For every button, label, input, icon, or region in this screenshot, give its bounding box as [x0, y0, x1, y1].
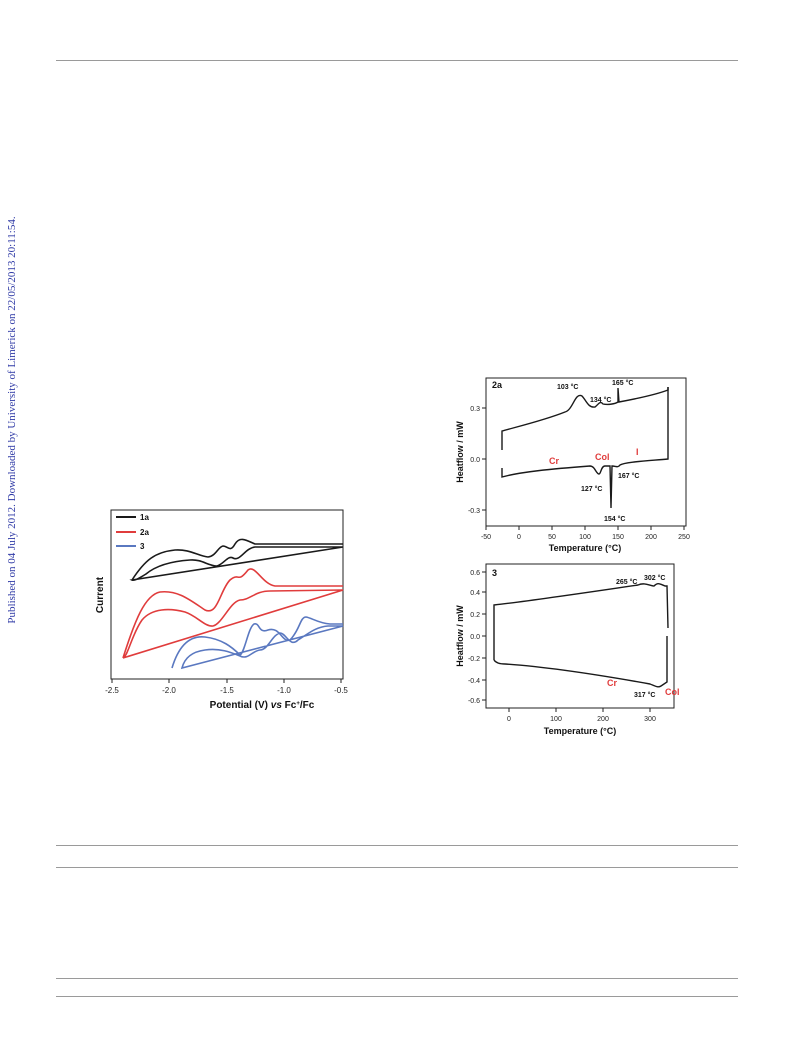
- dsc-2a-x-tick-label: 50: [548, 534, 556, 541]
- dsc-2a-heating-trace: [501, 387, 669, 450]
- cv-chart: -2.5 -2.0 -1.5 -1.0 -0.5 Potential (V) v…: [95, 509, 348, 711]
- dsc-2a-x-tick-label: 0: [517, 534, 521, 541]
- dsc-2a-annotation: 165 °C: [612, 379, 633, 387]
- dsc-3-y-axis-title: Heatflow / mW: [455, 605, 465, 667]
- footer-rule-1: [56, 845, 738, 846]
- dsc-2a-annotation: 167 °C: [618, 472, 639, 480]
- dsc-2a-y-tick-label: -0.3: [468, 508, 480, 515]
- footer-rule-3: [56, 978, 738, 979]
- dsc-2a-x-tick-label: 150: [612, 534, 624, 541]
- dsc-3-x-tick-label: 300: [644, 716, 656, 723]
- dsc-2a-x-tick-label: 250: [678, 534, 690, 541]
- cv-curve-2a: [122, 568, 344, 659]
- cv-curve-3: [171, 616, 344, 670]
- dsc-2a-x-tick-label: 200: [645, 534, 657, 541]
- dsc-3-plot-frame: [485, 563, 675, 709]
- dsc-3-annotation: 302 °C: [644, 574, 665, 582]
- cv-y-axis-title: Current: [95, 576, 106, 613]
- dsc-2a-annotation: 103 °C: [557, 383, 578, 391]
- dsc-2a-x-tick-label: -50: [481, 534, 491, 541]
- dsc-3-y-tick-label: -0.2: [468, 656, 480, 663]
- cv-x-axis-title: Potential (V) vs Fc+/Fc: [210, 700, 315, 711]
- dsc-2a-annotation: 154 °C: [604, 515, 625, 523]
- dsc-3-annotation: 317 °C: [634, 691, 655, 699]
- dsc-3-x-axis-title: Temperature (°C): [544, 726, 616, 736]
- dsc-3-y-tick-label: 0.0: [470, 634, 480, 641]
- dsc-3-phase-label: Cr: [607, 678, 617, 688]
- dsc-2a-panel-label: 2a: [492, 380, 503, 390]
- dsc-3-y-tick-label: 0.2: [470, 612, 480, 619]
- download-watermark: Published on 04 July 2012. Downloaded by…: [2, 216, 22, 623]
- dsc-3-y-tick-label: 0.6: [470, 570, 480, 577]
- dsc-3-x-tick-label: 0: [507, 716, 511, 723]
- dsc-3-phase-label: Col: [665, 687, 680, 697]
- dsc-3-panel-label: 3: [492, 568, 497, 578]
- cv-x-tick-label: -1.5: [220, 686, 234, 695]
- cv-x-tick-label: -2.5: [105, 686, 119, 695]
- cv-x-ticks: [111, 679, 342, 683]
- legend-label-1a: 1a: [140, 513, 149, 522]
- dsc-2a-annotation: 134 °C: [590, 396, 611, 404]
- dsc-3-y-tick-label: -0.6: [468, 698, 480, 705]
- dsc-3-x-tick-label: 100: [550, 716, 562, 723]
- dsc-2a-y-tick-label: 0.0: [470, 457, 480, 464]
- dsc-2a-phase-label: I: [636, 447, 639, 457]
- dsc-3-cooling-trace: [493, 636, 668, 688]
- cv-x-tick-label: -1.0: [277, 686, 291, 695]
- legend-label-2a: 2a: [140, 528, 149, 537]
- footer-rule-4: [56, 996, 738, 997]
- dsc-3-annotation: 265 °C: [616, 578, 637, 586]
- dsc-3-ticks: [482, 571, 651, 712]
- dsc-2a-x-tick-label: 100: [579, 534, 591, 541]
- dsc-3-heating-trace: [493, 583, 669, 660]
- dsc-2a-x-axis-title: Temperature (°C): [549, 543, 621, 553]
- download-notice: Published on 04 July 2012. Downloaded by…: [6, 216, 18, 624]
- dsc-2a-plot-frame: [485, 377, 687, 527]
- cv-x-tick-label: -2.0: [162, 686, 176, 695]
- footer-rule-2: [56, 867, 738, 868]
- header-rule: [56, 60, 738, 61]
- dsc-3-y-tick-label: -0.4: [468, 678, 480, 685]
- dsc-3-x-tick-label: 200: [597, 716, 609, 723]
- dsc-2a-annotation: 127 °C: [581, 485, 602, 493]
- dsc-2a-phase-label: Col: [595, 452, 610, 462]
- cv-curve-1a: [129, 538, 344, 582]
- legend-label-3: 3: [140, 542, 145, 551]
- dsc-3-y-tick-label: 0.4: [470, 590, 480, 597]
- dsc-2a-y-axis-title: Heatflow / mW: [455, 421, 465, 483]
- dsc-2a-phase-label: Cr: [549, 456, 559, 466]
- dsc-2a-cooling-trace: [501, 387, 669, 509]
- dsc-2a-y-tick-label: 0.3: [470, 406, 480, 413]
- dsc-2a-ticks: [482, 407, 685, 530]
- dsc-2a-chart: -50 0 50 100 150 200 250 0.3 0.0 -0.3 Te…: [455, 377, 690, 553]
- dsc-3-chart: 0 100 200 300 0.6 0.4 0.2 0.0 -0.2 -0.4 …: [455, 563, 680, 736]
- cv-x-tick-label: -0.5: [334, 686, 348, 695]
